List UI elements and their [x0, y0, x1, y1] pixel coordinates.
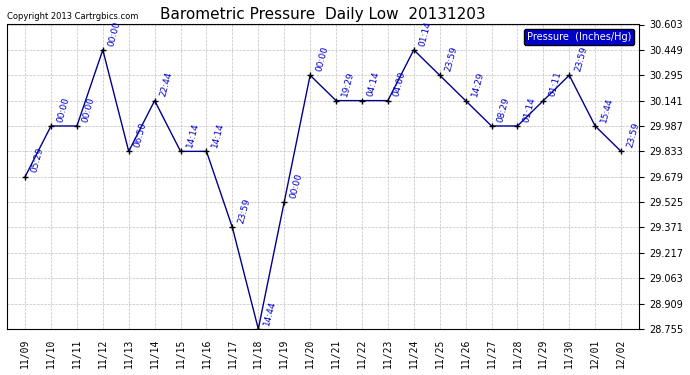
- Text: 06:50: 06:50: [133, 121, 148, 148]
- Text: 01:14: 01:14: [418, 20, 433, 47]
- Text: 01:11: 01:11: [547, 70, 563, 98]
- Text: 19:29: 19:29: [340, 70, 355, 98]
- Text: 00:00: 00:00: [288, 172, 304, 200]
- Text: 00:00: 00:00: [55, 96, 70, 123]
- Text: 23:59: 23:59: [573, 45, 589, 72]
- Title: Barometric Pressure  Daily Low  20131203: Barometric Pressure Daily Low 20131203: [160, 7, 486, 22]
- Text: 14:14: 14:14: [185, 122, 200, 148]
- Text: 14:14: 14:14: [210, 122, 226, 148]
- Text: 04:14: 04:14: [366, 71, 382, 98]
- Text: 14:44: 14:44: [262, 299, 278, 326]
- Text: 05:29: 05:29: [29, 147, 45, 174]
- Text: 15:44: 15:44: [600, 96, 615, 123]
- Text: 08:29: 08:29: [495, 96, 511, 123]
- Text: 23:59: 23:59: [444, 45, 460, 72]
- Text: 23:59: 23:59: [237, 198, 252, 225]
- Text: Copyright 2013 Cartrgbics.com: Copyright 2013 Cartrgbics.com: [7, 12, 138, 21]
- Text: 22:44: 22:44: [159, 71, 174, 98]
- Text: 23:59: 23:59: [625, 122, 640, 148]
- Text: 00:00: 00:00: [107, 20, 122, 47]
- Text: 04:00: 04:00: [392, 70, 407, 98]
- Legend: Pressure  (Inches/Hg): Pressure (Inches/Hg): [524, 29, 634, 45]
- Text: 14:29: 14:29: [470, 71, 485, 98]
- Text: 00:00: 00:00: [314, 45, 330, 72]
- Text: 00:00: 00:00: [81, 96, 97, 123]
- Text: 01:14: 01:14: [522, 96, 537, 123]
